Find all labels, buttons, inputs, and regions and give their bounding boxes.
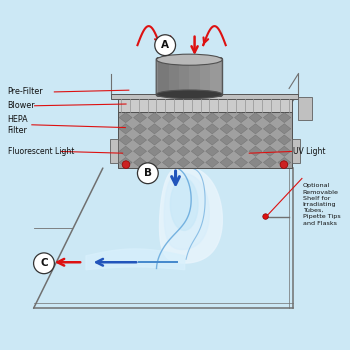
Bar <box>210 60 220 94</box>
Text: Fluorescent Light: Fluorescent Light <box>8 147 74 156</box>
Polygon shape <box>234 124 247 134</box>
Text: Blower: Blower <box>8 101 35 110</box>
Polygon shape <box>191 146 204 156</box>
Polygon shape <box>177 113 190 122</box>
Polygon shape <box>220 113 233 122</box>
Polygon shape <box>119 158 132 168</box>
Polygon shape <box>206 135 219 145</box>
Circle shape <box>280 161 288 168</box>
Bar <box>118 112 292 168</box>
Polygon shape <box>164 173 209 250</box>
Polygon shape <box>160 167 222 263</box>
Polygon shape <box>264 124 276 134</box>
Polygon shape <box>249 113 262 122</box>
Polygon shape <box>134 135 147 145</box>
Bar <box>179 60 189 94</box>
Bar <box>292 139 300 163</box>
Bar <box>158 60 169 94</box>
Polygon shape <box>278 113 291 122</box>
Polygon shape <box>177 158 190 168</box>
Circle shape <box>122 161 130 168</box>
Polygon shape <box>206 146 219 156</box>
Polygon shape <box>249 135 262 145</box>
Polygon shape <box>177 135 190 145</box>
Polygon shape <box>249 124 262 134</box>
Circle shape <box>263 214 268 219</box>
Polygon shape <box>134 124 147 134</box>
Polygon shape <box>148 146 161 156</box>
Polygon shape <box>220 158 233 168</box>
Polygon shape <box>191 158 204 168</box>
Circle shape <box>155 35 176 56</box>
Bar <box>112 94 299 99</box>
Polygon shape <box>234 158 247 168</box>
Polygon shape <box>264 113 276 122</box>
Polygon shape <box>162 124 175 134</box>
Text: B: B <box>144 168 152 178</box>
Polygon shape <box>206 113 219 122</box>
Bar <box>200 60 210 94</box>
Polygon shape <box>278 124 291 134</box>
Polygon shape <box>234 113 247 122</box>
Polygon shape <box>264 158 276 168</box>
Polygon shape <box>162 135 175 145</box>
Polygon shape <box>220 135 233 145</box>
Circle shape <box>34 253 54 274</box>
Polygon shape <box>119 146 132 156</box>
Polygon shape <box>148 113 161 122</box>
Polygon shape <box>278 135 291 145</box>
Polygon shape <box>264 135 276 145</box>
Polygon shape <box>134 113 147 122</box>
Polygon shape <box>119 135 132 145</box>
Polygon shape <box>148 158 161 168</box>
Ellipse shape <box>156 90 222 99</box>
Polygon shape <box>119 124 132 134</box>
Polygon shape <box>134 158 147 168</box>
Text: C: C <box>40 258 48 268</box>
Polygon shape <box>191 113 204 122</box>
Polygon shape <box>264 146 276 156</box>
Bar <box>118 99 292 112</box>
Ellipse shape <box>156 54 222 65</box>
FancyBboxPatch shape <box>156 58 223 96</box>
Text: HEPA
Filter: HEPA Filter <box>8 115 28 135</box>
Text: Pre-Filter: Pre-Filter <box>8 88 43 96</box>
Polygon shape <box>249 158 262 168</box>
Polygon shape <box>170 178 198 230</box>
Text: A: A <box>161 40 169 50</box>
Polygon shape <box>249 146 262 156</box>
Text: UV Light: UV Light <box>293 147 326 156</box>
Polygon shape <box>134 146 147 156</box>
Polygon shape <box>162 113 175 122</box>
Polygon shape <box>148 124 161 134</box>
Bar <box>299 97 312 120</box>
Polygon shape <box>278 158 291 168</box>
Polygon shape <box>191 135 204 145</box>
Polygon shape <box>148 135 161 145</box>
Polygon shape <box>206 124 219 134</box>
Polygon shape <box>177 124 190 134</box>
Text: Optional
Removable
Shelf for
Irradiating
Tubes,
Pipette Tips
and Flasks: Optional Removable Shelf for Irradiating… <box>303 183 340 225</box>
Polygon shape <box>162 146 175 156</box>
Polygon shape <box>220 146 233 156</box>
Polygon shape <box>177 146 190 156</box>
Bar <box>189 60 200 94</box>
Polygon shape <box>162 158 175 168</box>
Polygon shape <box>234 135 247 145</box>
Polygon shape <box>220 124 233 134</box>
Polygon shape <box>206 158 219 168</box>
Polygon shape <box>191 124 204 134</box>
Polygon shape <box>234 146 247 156</box>
Circle shape <box>138 163 158 184</box>
Polygon shape <box>119 113 132 122</box>
Polygon shape <box>278 146 291 156</box>
Bar <box>110 139 118 163</box>
Bar <box>169 60 179 94</box>
